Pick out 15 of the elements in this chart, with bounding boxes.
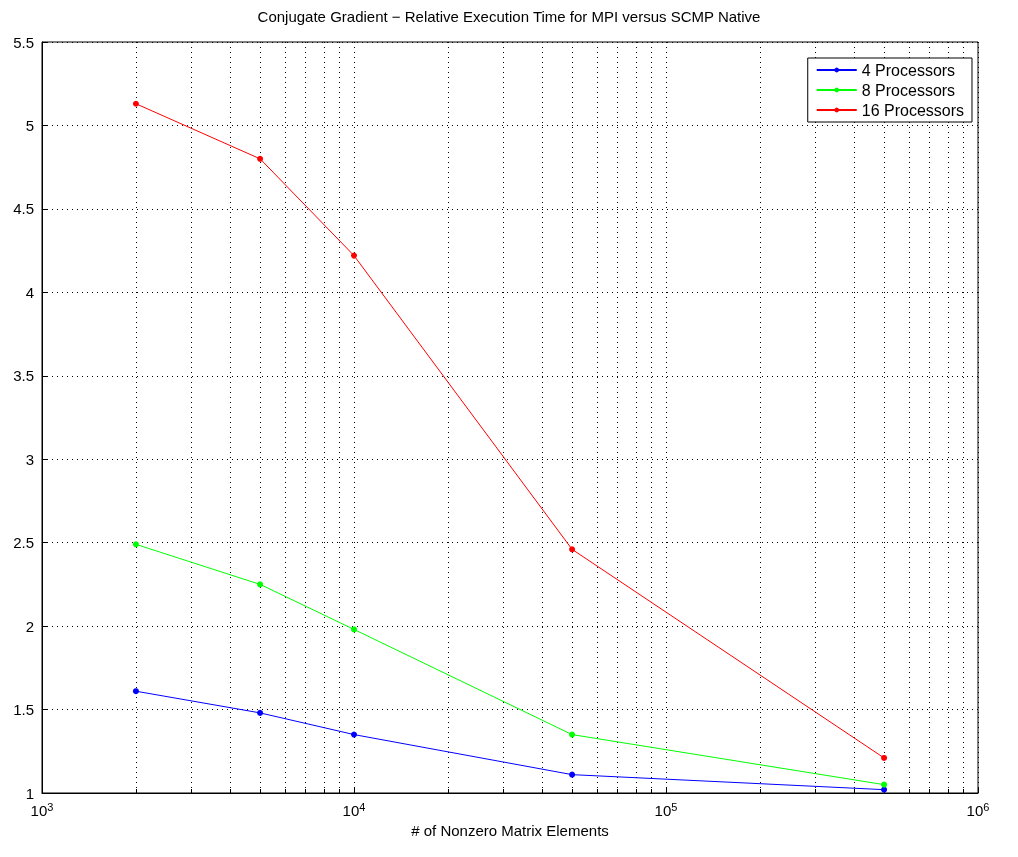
chart-title: Conjugate Gradient − Relative Execution Time for MPI versus SCMP Native (257, 8, 761, 25)
y-tick-label: 2 (25, 617, 34, 635)
y-tick-label: 3 (25, 450, 34, 468)
y-tick-label: 5.5 (13, 33, 34, 51)
y-tick-label: 1 (25, 784, 34, 802)
y-tick-label: 1.5 (13, 701, 34, 719)
x-axis-title: # of Nonzero Matrix Elements (411, 822, 609, 839)
legend-label: 8 Processors (861, 81, 956, 99)
y-tick-label: 2.5 (13, 534, 34, 552)
y-tick-label: 4.5 (13, 200, 34, 218)
y-tick-label: 3.5 (13, 367, 34, 385)
legend-label: 16 Processors (861, 101, 964, 119)
legend-label: 4 Processors (861, 61, 956, 79)
y-tick-label: 5 (25, 116, 34, 134)
y-tick-label: 4 (25, 283, 34, 301)
